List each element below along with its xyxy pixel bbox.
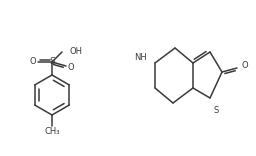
- Text: O: O: [68, 63, 74, 71]
- Text: S: S: [213, 106, 218, 115]
- Text: O: O: [30, 58, 36, 66]
- Text: CH₃: CH₃: [44, 127, 60, 136]
- Text: NH: NH: [134, 54, 147, 63]
- Text: S: S: [49, 58, 55, 66]
- Text: OH: OH: [69, 46, 82, 56]
- Text: O: O: [242, 61, 249, 71]
